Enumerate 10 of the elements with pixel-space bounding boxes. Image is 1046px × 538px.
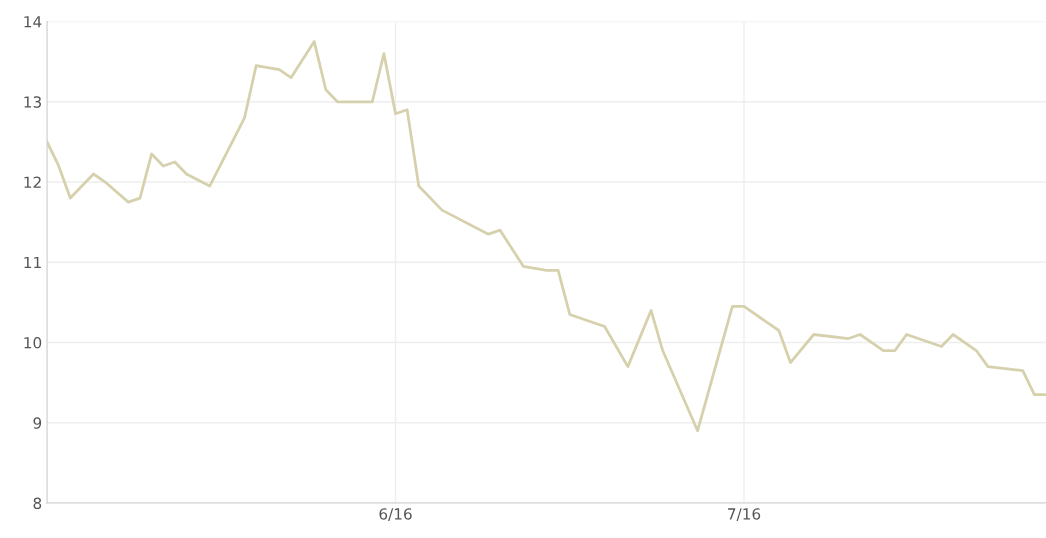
x-tick-label: 7/16	[728, 508, 761, 521]
y-tick-label: 13	[24, 96, 41, 108]
y-tick-label: 14	[24, 16, 42, 28]
x-tick-label: 6/16	[379, 508, 412, 521]
y-tick-label: 12	[24, 176, 41, 188]
y-tick-label: 10	[24, 336, 42, 349]
y-tick-label: 9	[33, 417, 42, 429]
y-tick-label: 11	[24, 256, 41, 269]
y-tick-label: 8	[33, 497, 42, 510]
line-series	[47, 40, 1046, 433]
